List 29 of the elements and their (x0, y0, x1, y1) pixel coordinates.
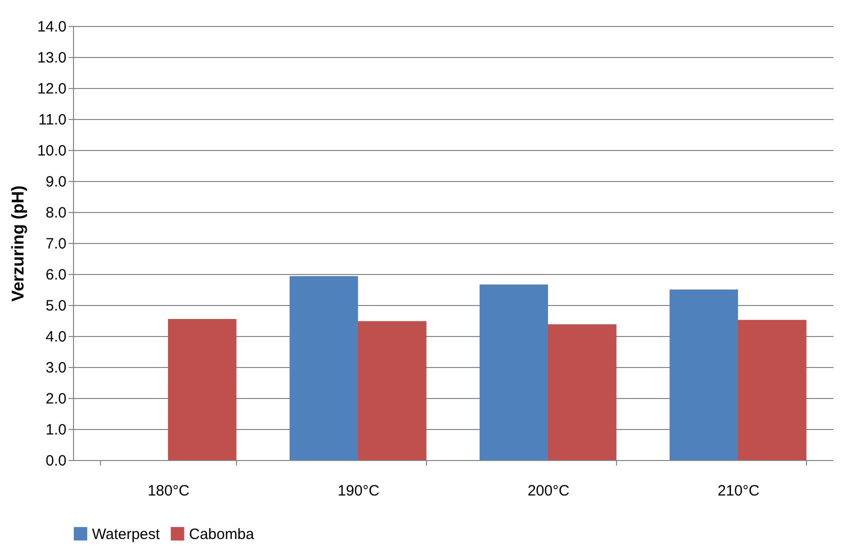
bar (670, 290, 738, 460)
bar (168, 318, 236, 460)
bar (548, 324, 616, 460)
y-tick-label: 8.0 (46, 204, 66, 222)
x-tick-label: 200°C (528, 482, 570, 500)
y-tick-label: 7.0 (46, 236, 66, 252)
y-axis-title: Verzuring (pH) (8, 185, 28, 302)
y-tick-label: 1.0 (46, 422, 66, 438)
y-tick-label: 2.0 (46, 390, 66, 408)
x-tick-label: 190°C (338, 482, 380, 500)
y-tick-label: 4.0 (46, 328, 66, 346)
bar (358, 321, 426, 460)
bar (480, 284, 548, 460)
y-tick-label: 9.0 (46, 174, 66, 190)
x-tick-label: 180°C (148, 482, 190, 500)
legend-label: Waterpest (92, 526, 161, 543)
y-tick-label: 14.0 (37, 18, 66, 36)
y-tick-label: 11.0 (38, 112, 66, 128)
y-tick-label: 0.0 (46, 452, 66, 470)
y-tick-label: 6.0 (46, 266, 66, 284)
y-tick-label: 5.0 (46, 298, 66, 314)
bar (290, 276, 358, 460)
legend-label: Cabomba (189, 526, 255, 543)
x-tick-label: 210°C (718, 482, 760, 500)
y-tick-label: 10.0 (37, 142, 66, 160)
y-tick-label: 3.0 (46, 360, 66, 376)
bar (738, 320, 806, 460)
y-tick-label: 12.0 (37, 80, 66, 98)
y-tick-label: 13.0 (37, 50, 66, 66)
